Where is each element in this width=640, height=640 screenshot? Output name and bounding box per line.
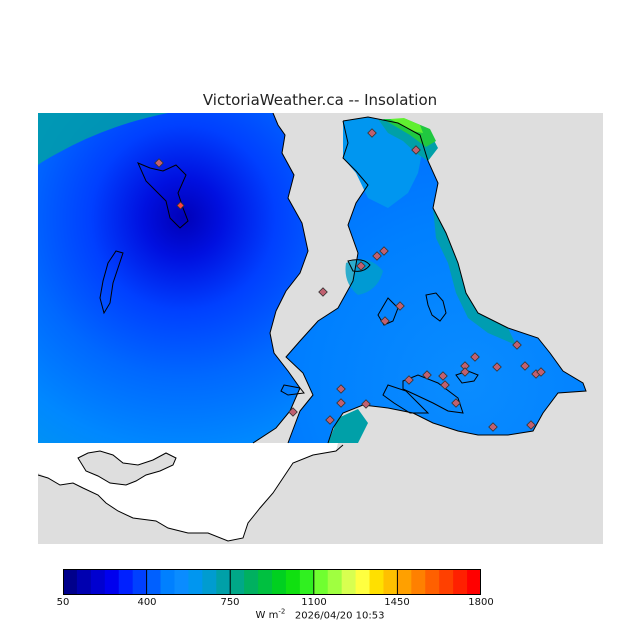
colorbar-swatch [397, 569, 412, 595]
station-marker[interactable] [372, 251, 382, 261]
station-marker[interactable] [336, 384, 346, 394]
colorbar-swatch [118, 569, 134, 595]
station-marker[interactable] [367, 128, 377, 138]
colorbar-swatch [258, 569, 273, 595]
colorbar-swatch [411, 569, 426, 595]
colorbar [63, 569, 481, 595]
colorbar-swatch [174, 569, 189, 595]
colorbar-swatch [244, 569, 259, 595]
colorbar-swatch [467, 569, 481, 595]
colorbar-border [63, 569, 481, 595]
colorbar-swatch [341, 569, 357, 595]
colorbar-tick-labels: 50 400 750 1100 1450 1800 [0, 597, 640, 611]
station-marker[interactable] [154, 158, 164, 168]
station-marker[interactable] [379, 246, 389, 256]
colorbar-swatch [299, 569, 315, 595]
station-marker[interactable] [512, 340, 522, 350]
station-marker[interactable] [460, 361, 470, 371]
insolation-field-east [286, 117, 586, 443]
station-markers [154, 128, 546, 432]
colorbar-swatch [272, 569, 287, 595]
station-marker[interactable] [422, 370, 432, 380]
insolation-field-west [38, 113, 308, 443]
colorbar-swatch [76, 569, 92, 595]
insolation-field-north-plume-core [390, 118, 423, 133]
colorbar-swatch [188, 569, 203, 595]
station-marker[interactable] [520, 361, 530, 371]
insolation-map[interactable] [38, 113, 603, 544]
map-footer: W m-2 2026/04/20 10:53 [0, 608, 640, 621]
station-marker[interactable] [411, 145, 421, 155]
insolation-field-north-plume-green [383, 119, 436, 147]
colorbar-swatch [202, 569, 217, 595]
station-marker[interactable] [395, 301, 405, 311]
station-marker[interactable] [288, 407, 298, 417]
colorbar-swatch [160, 569, 175, 595]
colorbar-swatch [90, 569, 106, 595]
colorbar-swatch [425, 569, 440, 595]
colorbar-swatch [132, 569, 148, 595]
map-title: VictoriaWeather.ca -- Insolation [202, 91, 438, 109]
colorbar-swatch [439, 569, 454, 595]
colorbar-swatch [104, 569, 120, 595]
station-marker[interactable] [361, 399, 371, 409]
colorbar-swatch [63, 569, 78, 595]
station-marker[interactable] [318, 287, 328, 297]
colorbar-swatch [216, 569, 231, 595]
station-marker[interactable] [451, 398, 461, 408]
station-marker[interactable] [470, 352, 480, 362]
colorbar-swatch [285, 569, 301, 595]
station-marker[interactable] [356, 261, 366, 271]
station-marker[interactable] [336, 398, 346, 408]
station-marker[interactable] [492, 362, 502, 372]
colorbar-tick-label: 1100 [301, 597, 327, 608]
timestamp: 2026/04/20 10:53 [294, 610, 385, 622]
unmapped-coastline [38, 444, 344, 542]
colorbar-swatch [313, 569, 329, 595]
station-marker[interactable] [488, 422, 498, 432]
colorbar-ticks [146, 569, 398, 595]
station-marker[interactable] [325, 415, 335, 425]
station-marker[interactable] [526, 420, 536, 430]
colorbar-tick-label: 400 [137, 597, 157, 608]
station-marker[interactable] [380, 316, 390, 326]
insolation-field-south-teal [328, 409, 368, 443]
colorbar-tick-label: 1450 [384, 597, 410, 608]
unit-label: W m-2 [255, 608, 286, 622]
colorbar-tick-label: 1800 [468, 597, 494, 608]
unmapped-strait-coast [77, 450, 177, 486]
insolation-field-east-teal [433, 208, 516, 345]
colorbar-swatch [369, 569, 384, 595]
station-marker[interactable] [460, 367, 470, 377]
insolation-field-corner [38, 113, 168, 165]
colorbar-swatch [383, 569, 398, 595]
colorbar-swatch [355, 569, 371, 595]
colorbar-swatch [146, 569, 162, 595]
colorbar-swatch [230, 569, 245, 595]
colorbar-swatch [453, 569, 468, 595]
station-marker[interactable] [404, 375, 414, 385]
colorbar-tick-label: 750 [220, 597, 240, 608]
station-marker[interactable] [440, 380, 450, 390]
colorbar-tick-label: 50 [56, 597, 70, 608]
station-marker-highlight[interactable] [176, 201, 185, 210]
station-marker[interactable] [536, 367, 546, 377]
station-marker[interactable] [438, 371, 448, 381]
colorbar-swatch [327, 569, 343, 595]
colorbar-swatches [63, 569, 481, 595]
